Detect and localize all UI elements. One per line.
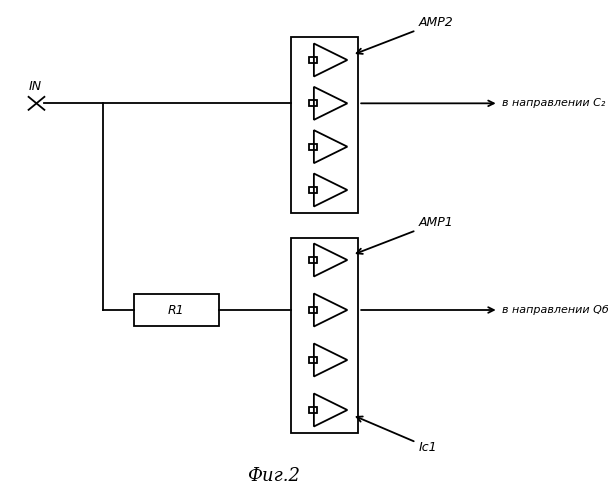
Bar [309, 57, 317, 63]
Bar [309, 257, 317, 263]
Text: АМΡ1: АМΡ1 [357, 216, 454, 254]
Bar [309, 187, 317, 193]
Bar [309, 307, 317, 313]
Text: Ic1: Ic1 [357, 416, 438, 454]
Text: АМΡ2: АМΡ2 [357, 16, 454, 54]
Bar [291, 238, 358, 432]
Bar [291, 38, 358, 212]
Bar [309, 407, 317, 413]
Text: в направлении Qб: в направлении Qб [502, 305, 608, 315]
Bar [309, 100, 317, 106]
Text: IN: IN [29, 80, 42, 93]
Text: Фиг.2: Фиг.2 [247, 467, 300, 485]
Bar [309, 357, 317, 363]
Bar [134, 294, 219, 326]
Bar [309, 144, 317, 150]
Text: R1: R1 [168, 304, 185, 316]
Text: в направлении C₂: в направлении C₂ [502, 98, 605, 108]
